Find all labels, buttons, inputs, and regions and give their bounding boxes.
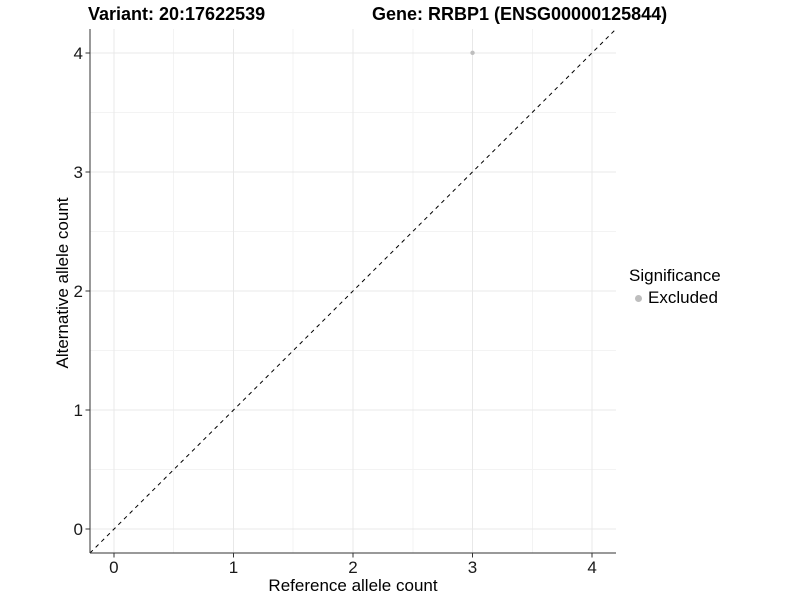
- legend: Significance Excluded: [629, 265, 721, 308]
- y-tick-label: 1: [74, 401, 83, 420]
- y-axis-title: Alternative allele count: [53, 197, 72, 369]
- legend-item-excluded: Excluded: [629, 288, 721, 308]
- x-tick-label: 1: [229, 558, 238, 577]
- x-tick-label: 3: [468, 558, 477, 577]
- y-tick-label: 2: [74, 282, 83, 301]
- data-point: [470, 50, 475, 56]
- x-axis-title: Reference allele count: [268, 576, 438, 595]
- x-tick-label: 0: [109, 558, 118, 577]
- x-tick-label: 2: [348, 558, 357, 577]
- excluded-point-icon: [635, 294, 642, 302]
- y-tick-label: 3: [74, 163, 83, 182]
- legend-label: Excluded: [648, 288, 718, 307]
- y-tick-label: 0: [74, 520, 83, 539]
- legend-key: [629, 289, 648, 308]
- identity-reference-line: [89, 28, 617, 554]
- title-gene: Gene: RRBP1 (ENSG00000125844): [372, 4, 668, 24]
- legend-title: Significance: [629, 266, 721, 285]
- y-tick-label: 4: [74, 44, 83, 63]
- title-variant: Variant: 20:17622539: [88, 4, 266, 24]
- x-tick-label: 4: [587, 558, 596, 577]
